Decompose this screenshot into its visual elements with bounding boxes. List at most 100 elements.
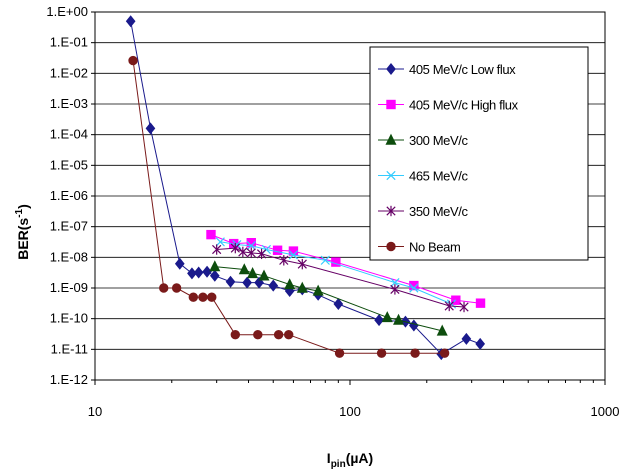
data-point [333, 298, 344, 311]
data-point [279, 255, 289, 266]
legend-item: 350 MeV/c [378, 204, 469, 219]
legend-item: 465 MeV/c [378, 169, 469, 184]
data-point [206, 229, 216, 240]
series-5 [128, 55, 450, 358]
data-point [193, 266, 204, 279]
legend-item: 300 MeV/c [378, 133, 469, 148]
data-point [461, 332, 472, 345]
y-tick-label: 1.E-06 [50, 188, 88, 203]
legend-label: 350 MeV/c [409, 204, 468, 219]
data-point [202, 265, 212, 278]
legend-marker [386, 205, 396, 217]
data-point [272, 245, 283, 255]
data-point [125, 15, 136, 28]
legend-box [369, 46, 589, 261]
legend-marker [386, 170, 396, 181]
y-tick-label: 1.E-09 [50, 280, 88, 295]
data-point [273, 330, 284, 340]
data-point [475, 298, 486, 308]
data-point [409, 280, 419, 291]
data-point [230, 242, 240, 254]
series-4 [212, 242, 469, 313]
legend-label: 465 MeV/c [409, 169, 468, 184]
y-tick-label: 1.E-12 [50, 372, 88, 387]
data-point [238, 246, 248, 258]
data-point [258, 269, 270, 281]
data-point [439, 348, 450, 358]
y-axis: 1.E-12 1.E-11 1.E-10 1.E-09 1.E-08 1.E-07 1.E-… [46, 4, 95, 387]
data-point [284, 330, 294, 340]
data-point [268, 279, 279, 292]
y-axis-title: BER(s-1) [14, 204, 31, 260]
data-point [256, 248, 267, 260]
data-point [334, 348, 345, 358]
legend-label: 405 MeV/c Low flux [409, 62, 516, 77]
x-axis: 10 100 1000 [88, 380, 620, 419]
data-point [436, 324, 448, 336]
y-tick-label: 1.E+00 [46, 4, 88, 19]
data-point [198, 292, 208, 302]
data-point [376, 348, 387, 358]
data-point [297, 258, 307, 270]
data-point [459, 301, 469, 313]
data-point [174, 257, 185, 270]
legend-marker [386, 63, 396, 75]
data-point [246, 247, 256, 259]
data-point [393, 313, 405, 325]
y-tick-label: 1.E-10 [50, 311, 88, 326]
data-point [209, 260, 221, 272]
legend-item: 405 MeV/c Low flux [378, 62, 517, 77]
legend-label: No Beam [409, 240, 460, 255]
data-point [284, 278, 296, 290]
legend: 405 MeV/c Low flux 405 MeV/c High flux 300… [369, 46, 589, 261]
y-tick-label: 1.E-04 [50, 127, 88, 142]
data-point [390, 284, 400, 295]
data-point [207, 292, 217, 302]
data-point [159, 283, 169, 293]
data-point [247, 267, 259, 279]
x-tick-label: 1000 [591, 404, 620, 419]
y-tick-label: 1.E-07 [50, 219, 88, 234]
data-point [238, 263, 250, 275]
series-line [216, 247, 465, 308]
data-point [128, 55, 138, 66]
data-point [390, 277, 400, 288]
x-tick-label: 10 [88, 404, 102, 419]
data-point [312, 284, 324, 296]
data-point [288, 250, 299, 260]
data-point [444, 300, 454, 312]
y-tick-label: 1.E-01 [50, 35, 88, 50]
y-tick-label: 1.E-03 [50, 96, 88, 111]
series-layer [125, 15, 486, 361]
data-point [374, 314, 384, 327]
data-point [188, 292, 199, 302]
x-axis-title: Ipin(µA) [327, 450, 373, 470]
legend-item: 405 MeV/c High flux [378, 98, 519, 113]
x-tick-label: 100 [339, 404, 361, 419]
data-point [381, 311, 393, 323]
data-point [145, 122, 156, 135]
legend-marker [386, 99, 396, 110]
legend-marker [385, 133, 397, 145]
data-point [296, 281, 308, 293]
data-point [246, 241, 256, 251]
data-point [215, 237, 225, 247]
data-point [253, 330, 263, 340]
data-point [409, 283, 419, 293]
data-point [209, 269, 220, 282]
data-point [246, 238, 256, 248]
data-point [230, 330, 241, 340]
data-point [212, 244, 222, 255]
data-point [475, 337, 486, 350]
data-point [171, 283, 182, 293]
data-point [410, 348, 420, 358]
series-3 [215, 237, 457, 309]
legend-label: 405 MeV/c High flux [409, 98, 519, 113]
y-tick-label: 1.E-02 [50, 65, 88, 80]
y-tick-label: 1.E-05 [50, 157, 88, 172]
series-line [214, 266, 443, 332]
y-tick-label: 1.E-11 [51, 341, 88, 356]
data-point [320, 255, 330, 265]
legend-marker [386, 241, 396, 252]
